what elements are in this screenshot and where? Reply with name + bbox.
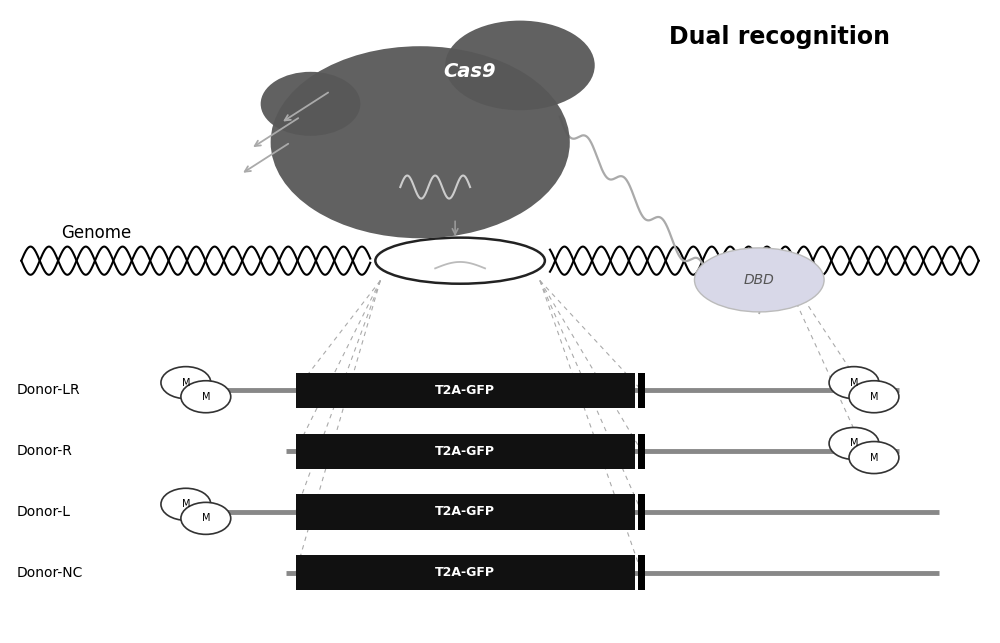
Text: Donor-R: Donor-R — [16, 444, 72, 458]
Circle shape — [181, 502, 231, 534]
Text: M: M — [870, 392, 878, 402]
Text: Donor-NC: Donor-NC — [16, 566, 83, 580]
Text: M: M — [850, 439, 858, 448]
Text: M: M — [182, 499, 190, 509]
Ellipse shape — [261, 72, 360, 136]
Bar — [638, 373, 645, 408]
Text: Donor-L: Donor-L — [16, 505, 70, 519]
Circle shape — [829, 367, 879, 399]
Bar — [296, 373, 635, 408]
Text: M: M — [870, 453, 878, 462]
Ellipse shape — [694, 248, 824, 312]
Circle shape — [829, 428, 879, 460]
Text: T2A-GFP: T2A-GFP — [435, 384, 495, 397]
Text: DBD: DBD — [744, 273, 775, 287]
Text: T2A-GFP: T2A-GFP — [435, 445, 495, 458]
Circle shape — [849, 381, 899, 413]
Bar — [638, 433, 645, 469]
Text: M: M — [202, 513, 210, 523]
Text: Genome: Genome — [61, 224, 131, 242]
Ellipse shape — [271, 46, 570, 239]
Text: T2A-GFP: T2A-GFP — [435, 566, 495, 579]
Bar — [296, 433, 635, 469]
Text: Cas9: Cas9 — [444, 62, 496, 81]
Text: M: M — [202, 392, 210, 402]
Bar — [638, 555, 645, 590]
Text: M: M — [182, 377, 190, 388]
Ellipse shape — [375, 238, 545, 284]
Ellipse shape — [445, 21, 595, 110]
Circle shape — [849, 442, 899, 473]
Circle shape — [181, 381, 231, 413]
Text: T2A-GFP: T2A-GFP — [435, 505, 495, 518]
Text: M: M — [850, 377, 858, 388]
Text: Donor-LR: Donor-LR — [16, 383, 80, 397]
Bar — [638, 494, 645, 530]
Text: Dual recognition: Dual recognition — [669, 24, 890, 49]
Circle shape — [161, 367, 211, 399]
Bar — [296, 555, 635, 590]
Circle shape — [161, 488, 211, 520]
Bar — [296, 494, 635, 530]
